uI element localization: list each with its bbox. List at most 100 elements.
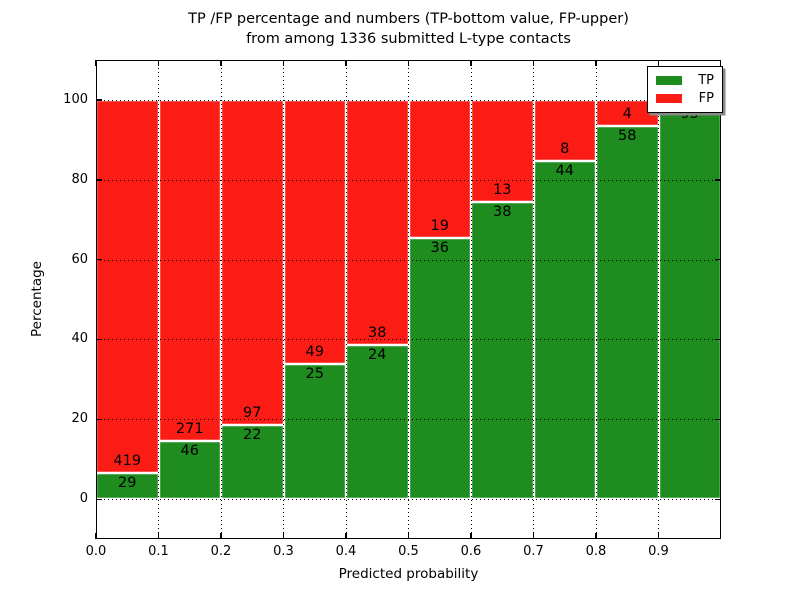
y-tick-mark <box>96 259 102 261</box>
legend: TP FP <box>647 66 723 113</box>
fp-count-label: 4 <box>622 105 632 122</box>
bar-tp-segment <box>283 364 346 500</box>
fp-count-label: 38 <box>368 324 387 341</box>
v-gridline <box>408 60 409 539</box>
x-tick-label: 0.8 <box>585 544 607 559</box>
x-tick-mark <box>95 533 97 539</box>
x-tick-label: 0.1 <box>148 544 169 559</box>
bar-tp-segment <box>471 201 534 500</box>
y-tick-mark <box>96 418 102 421</box>
fp-count-label: 97 <box>243 405 262 422</box>
fp-count-label: 271 <box>175 421 204 438</box>
y-tick-label: 60 <box>71 251 88 267</box>
tp-count-label: 36 <box>430 239 449 256</box>
x-tick-mark <box>345 60 347 66</box>
chart-title-line1: TP /FP percentage and numbers (TP-bottom… <box>188 11 629 27</box>
y-tick-mark <box>96 99 102 101</box>
legend-label-tp: TP <box>698 72 714 88</box>
y-tick-mark <box>96 179 102 181</box>
bar-fp-segment <box>471 99 534 202</box>
v-gridline <box>158 60 159 539</box>
x-tick-mark <box>95 60 97 66</box>
x-tick-mark <box>407 60 410 66</box>
x-tick-mark <box>407 533 410 539</box>
y-axis-label: Percentage <box>29 261 45 337</box>
x-tick-mark <box>470 60 472 66</box>
fp-count-label: 13 <box>493 181 512 198</box>
y-tick-mark <box>96 498 102 500</box>
bar-tp-segment <box>658 103 721 500</box>
bar-tp-segment <box>533 161 596 500</box>
y-tick-label: 100 <box>63 91 88 107</box>
plot-area: 29 419 46 271 22 97 25 49 24 38 36 19 38 13 44 8 58 4 95 T… <box>95 60 723 539</box>
bar-tp-segment <box>221 425 284 499</box>
x-tick-mark <box>657 533 660 539</box>
y-tick-mark <box>715 338 721 341</box>
legend-label-fp: FP <box>698 91 714 107</box>
x-tick-label: 0.6 <box>460 544 482 559</box>
x-tick-label: 0.2 <box>210 544 232 559</box>
y-tick-mark <box>715 259 721 261</box>
tp-color-swatch-icon <box>656 75 682 85</box>
fp-count-label: 49 <box>305 344 324 361</box>
x-tick-label: 0.5 <box>398 544 419 559</box>
x-tick-mark <box>282 60 285 66</box>
v-gridline <box>658 60 659 539</box>
bar-fp-segment <box>96 99 159 474</box>
x-tick-mark <box>157 60 160 66</box>
x-tick-label: 0.4 <box>335 544 357 559</box>
y-tick-mark <box>715 498 721 500</box>
fp-color-swatch-icon <box>656 94 682 104</box>
bar-tp-segment <box>96 473 159 499</box>
v-gridline <box>470 60 472 539</box>
tp-count-label: 29 <box>118 475 137 492</box>
y-tick-label: 0 <box>79 491 88 507</box>
x-tick-label: 0.3 <box>273 544 294 559</box>
tp-count-label: 38 <box>493 203 512 220</box>
v-gridline <box>595 60 597 539</box>
bar-tp-segment <box>596 125 659 500</box>
y-tick-label: 20 <box>71 411 88 427</box>
v-gridline <box>220 60 222 539</box>
x-tick-label: 0.7 <box>523 544 544 559</box>
bar-tp-segment <box>158 441 221 500</box>
chart-title-line2: from among 1336 submitted L-type contact… <box>246 31 571 47</box>
tp-count-label: 24 <box>368 346 387 363</box>
tp-count-label: 44 <box>555 163 574 180</box>
x-tick-mark <box>532 533 535 539</box>
v-gridline <box>345 60 347 539</box>
bar-fp-segment <box>158 99 221 442</box>
legend-item-tp: TP <box>648 73 722 88</box>
x-tick-mark <box>220 60 222 66</box>
x-tick-mark <box>532 60 535 66</box>
x-tick-mark <box>282 533 285 539</box>
bar-fp-segment <box>533 99 596 162</box>
tp-count-label: 46 <box>180 443 199 460</box>
bar-fp-segment <box>283 99 346 365</box>
y-tick-mark <box>715 418 721 421</box>
x-tick-mark <box>470 533 472 539</box>
bar-fp-segment <box>408 99 471 238</box>
y-tick-mark <box>715 179 721 181</box>
bar-tp-segment <box>346 344 409 500</box>
tp-count-label: 22 <box>243 427 262 444</box>
tp-count-label: 25 <box>305 366 324 383</box>
legend-item-fp: FP <box>648 91 722 106</box>
bar-tp-segment <box>408 237 471 500</box>
x-tick-mark <box>657 60 660 66</box>
x-tick-mark <box>595 60 597 66</box>
fp-count-label: 19 <box>430 217 449 234</box>
fp-count-label: 419 <box>113 453 142 470</box>
bar-fp-segment <box>221 99 284 426</box>
y-tick-mark <box>96 338 102 341</box>
x-tick-mark <box>157 533 160 539</box>
x-tick-mark <box>220 533 222 539</box>
y-tick-label: 40 <box>71 331 88 347</box>
x-tick-label: 0.0 <box>85 544 107 559</box>
y-tick-label: 80 <box>71 171 88 187</box>
fp-count-label: 8 <box>560 141 570 158</box>
chart-title: TP /FP percentage and numbers (TP-bottom… <box>96 9 721 49</box>
x-tick-label: 0.9 <box>648 544 669 559</box>
x-tick-mark <box>345 533 347 539</box>
